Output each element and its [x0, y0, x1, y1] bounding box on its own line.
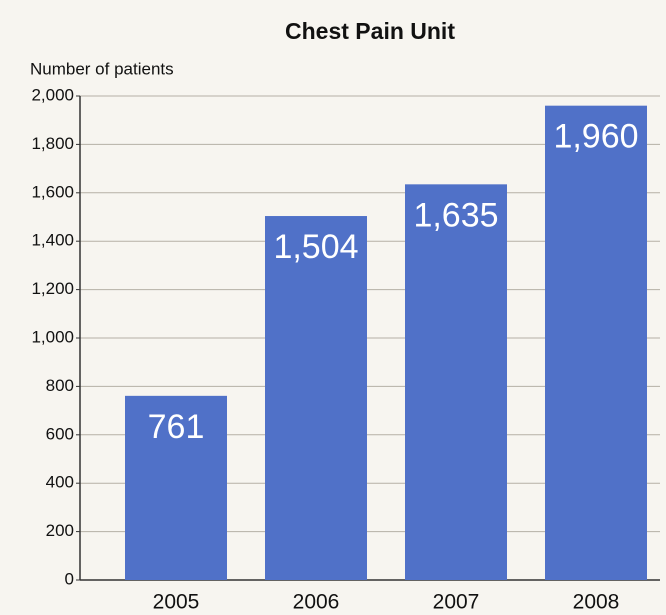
x-tick-label: 2007: [433, 591, 480, 614]
y-axis-label: Number of patients: [30, 59, 174, 78]
y-tick-label: 400: [46, 473, 74, 492]
value-label: 1,504: [273, 228, 358, 266]
y-tick-label: 800: [46, 376, 74, 395]
y-tick-label: 1,400: [31, 231, 74, 250]
y-tick-label: 1,200: [31, 279, 74, 298]
bar: [405, 184, 507, 580]
value-label: 1,635: [413, 196, 498, 234]
x-tick-label: 2008: [573, 591, 620, 614]
value-label: 761: [148, 408, 205, 446]
x-tick-label: 2005: [153, 591, 200, 614]
y-tick-label: 1,600: [31, 182, 74, 201]
bar: [125, 395, 227, 580]
y-tick-label: 600: [46, 424, 74, 443]
bar: [265, 216, 367, 581]
y-tick-label: 2,000: [31, 85, 74, 104]
y-tick-label: 200: [46, 521, 74, 540]
y-tick-label: 0: [65, 569, 74, 588]
bar: [545, 105, 647, 581]
y-tick-label: 1,800: [31, 134, 74, 153]
value-label: 1,960: [553, 118, 638, 156]
x-tick-label: 2006: [293, 591, 340, 614]
y-tick-label: 1,000: [31, 327, 74, 346]
chart-title: Chest Pain Unit: [285, 18, 455, 44]
